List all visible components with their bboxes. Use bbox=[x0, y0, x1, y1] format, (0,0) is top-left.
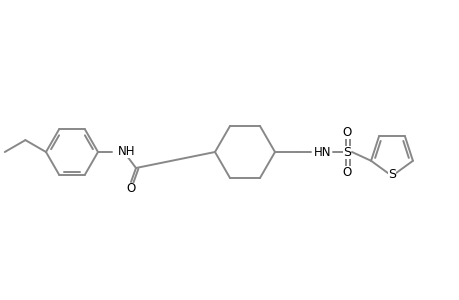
Text: S: S bbox=[342, 146, 350, 158]
Text: O: O bbox=[126, 182, 135, 196]
Text: NH: NH bbox=[118, 145, 135, 158]
Text: O: O bbox=[341, 166, 351, 178]
Text: HN: HN bbox=[313, 146, 331, 158]
Text: O: O bbox=[341, 125, 351, 139]
Text: S: S bbox=[387, 169, 395, 182]
